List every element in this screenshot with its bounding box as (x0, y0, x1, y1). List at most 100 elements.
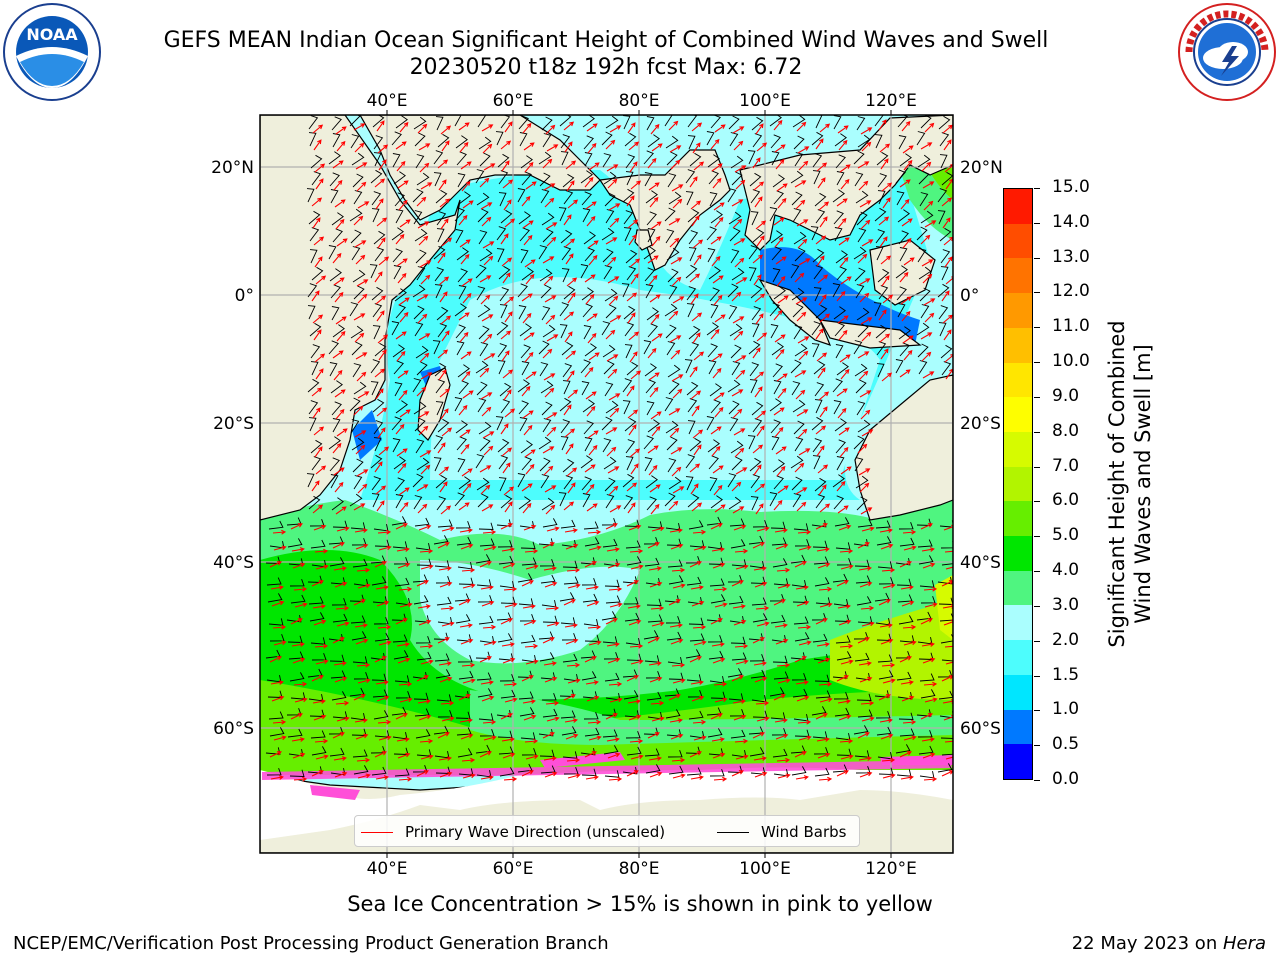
wind-barb (475, 454, 485, 469)
wind-barb (836, 558, 852, 566)
wind-barb (413, 495, 423, 510)
wave-direction-arrow (690, 293, 699, 305)
wind-barb (580, 455, 593, 469)
wave-direction-arrow (899, 561, 912, 568)
wave-direction-arrow (630, 754, 644, 760)
wave-direction-arrow (649, 196, 659, 208)
wave-direction-arrow (564, 623, 578, 628)
wind-barb (647, 134, 660, 148)
wave-direction-arrow (647, 255, 659, 264)
wave-direction-arrow (690, 390, 702, 400)
wind-barb (581, 476, 592, 491)
wave-direction-arrow (648, 274, 658, 286)
wind-barb (478, 713, 494, 721)
wave-direction-arrow (524, 259, 536, 268)
wind-barb (539, 559, 555, 567)
wave-direction-arrow (545, 504, 556, 515)
wind-barb (477, 208, 489, 223)
lat-label-left: 0° (235, 286, 254, 306)
wave-direction-arrow (609, 315, 622, 323)
wave-direction-arrow (756, 716, 770, 722)
wind-barb (939, 132, 950, 147)
wave-direction-arrow (693, 444, 702, 456)
wave-direction-arrow (483, 640, 497, 646)
wind-barb (475, 169, 485, 184)
wave-direction-arrow (502, 369, 514, 379)
wave-direction-arrow (669, 623, 683, 628)
wave-direction-arrow (903, 640, 917, 646)
wave-direction-arrow (921, 547, 935, 552)
wave-direction-arrow (838, 524, 852, 531)
wind-barb (563, 767, 579, 775)
wave-direction-arrow (312, 407, 321, 419)
wave-direction-arrow (712, 465, 724, 474)
wind-barb (560, 229, 573, 244)
wave-direction-arrow (797, 529, 812, 535)
wind-barb (306, 188, 315, 203)
wind-barb (771, 537, 787, 546)
wave-direction-arrow (355, 352, 368, 360)
wave-direction-arrow (755, 605, 770, 611)
wind-barb (581, 287, 594, 301)
wind-barb (646, 496, 657, 511)
wind-barb (309, 249, 318, 264)
wind-barb (583, 135, 594, 150)
wind-barb (601, 227, 615, 241)
wave-direction-arrow (606, 642, 620, 647)
wind-barb (688, 325, 701, 340)
colorbar-segment (1004, 327, 1032, 363)
wave-direction-arrow (334, 291, 344, 303)
wind-barb (414, 417, 426, 432)
wave-direction-arrow (752, 542, 765, 549)
wave-direction-arrow (945, 756, 953, 760)
wave-direction-arrow (692, 332, 701, 344)
wind-barb (856, 211, 868, 226)
wave-direction-arrow (502, 562, 516, 569)
wave-direction-arrow (816, 352, 828, 362)
wind-barb (853, 246, 867, 260)
wave-direction-arrow (901, 600, 915, 607)
wind-barb (583, 325, 592, 340)
wind-barb (372, 325, 381, 340)
wind-barb (332, 613, 348, 623)
wind-barb (707, 439, 720, 453)
wave-direction-arrow (629, 351, 638, 363)
wind-barb (495, 131, 504, 146)
wave-direction-arrow (522, 220, 534, 229)
wave-direction-arrow (796, 219, 809, 227)
wind-barb (456, 727, 472, 736)
wind-barb (519, 417, 528, 432)
wave-direction-arrow (441, 330, 450, 342)
wind-barb (772, 268, 781, 283)
wave-direction-arrow (630, 273, 639, 285)
wave-direction-arrow (544, 485, 557, 493)
wave-direction-arrow (629, 738, 644, 744)
wave-direction-arrow (420, 274, 431, 285)
wind-barb (395, 691, 411, 699)
wind-barb (812, 455, 821, 470)
wind-barb (750, 496, 759, 511)
wind-barb (330, 474, 339, 489)
wave-direction-arrow (626, 292, 638, 302)
wave-direction-arrow (880, 158, 889, 170)
wave-direction-arrow (796, 311, 807, 322)
wave-direction-arrow (713, 294, 723, 306)
wave-direction-arrow (293, 586, 308, 592)
wind-barb (307, 378, 320, 393)
wave-direction-arrow (714, 314, 726, 323)
wind-barb (581, 671, 597, 681)
wind-barb (454, 207, 465, 222)
wind-barb (436, 496, 447, 511)
wave-direction-arrow (332, 252, 342, 264)
wave-direction-arrow (773, 499, 783, 511)
wind-barb (835, 344, 844, 359)
wave-direction-arrow (775, 543, 789, 550)
wave-direction-arrow (419, 352, 430, 363)
wave-direction-arrow (713, 776, 728, 782)
wind-barb (604, 770, 620, 778)
wind-barb (602, 153, 612, 168)
wind-barb (752, 520, 768, 528)
wind-barb (794, 247, 806, 262)
wave-direction-arrow (755, 700, 770, 706)
wind-barb (394, 192, 405, 207)
